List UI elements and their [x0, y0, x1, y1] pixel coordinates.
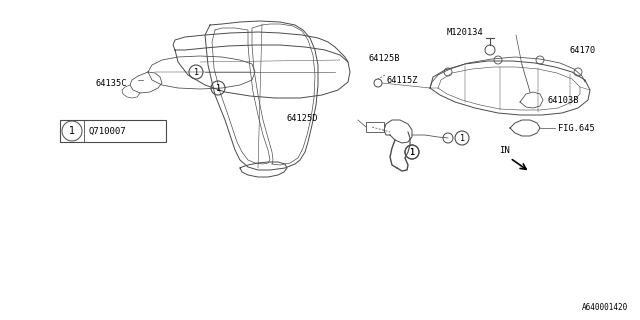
Text: 1: 1 [410, 148, 415, 156]
Text: 64125D: 64125D [287, 114, 318, 123]
Text: 1: 1 [460, 133, 465, 142]
Text: 64170: 64170 [570, 45, 596, 54]
Text: 1: 1 [216, 84, 221, 92]
Bar [60, 120, 166, 142]
Text: FIG.645: FIG.645 [558, 124, 595, 132]
Bar [366, 122, 384, 132]
Text: 64135C: 64135C [95, 78, 127, 87]
Text: 1: 1 [69, 126, 75, 136]
Text: IN: IN [499, 146, 509, 155]
Text: 64125B: 64125B [368, 53, 399, 62]
Text: M120134: M120134 [447, 28, 483, 36]
Text: 64103B: 64103B [548, 95, 579, 105]
Text: 1: 1 [193, 68, 198, 76]
Text: Q710007: Q710007 [88, 126, 125, 135]
Text: 1: 1 [410, 148, 415, 156]
Text: 64115Z: 64115Z [386, 76, 417, 84]
Text: A640001420: A640001420 [582, 303, 628, 312]
